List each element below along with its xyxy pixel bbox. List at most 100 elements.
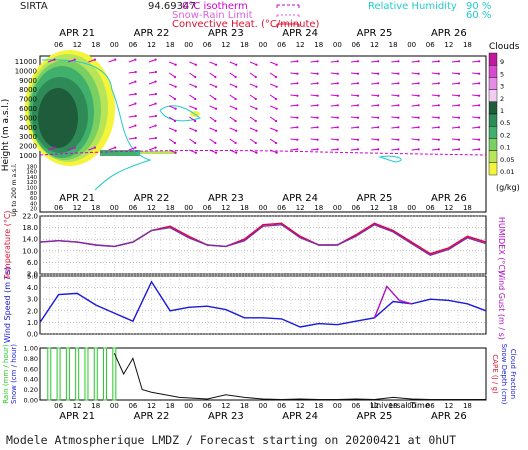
wind-arrow — [148, 81, 156, 85]
wind-arrow-head — [174, 129, 177, 132]
top-time-axis: APR 21 APR 22 APR 23 APR 24 APR 25 APR 26 06 12… — [54, 28, 472, 49]
wind-arrow-head — [154, 58, 157, 61]
cloud-y-tick: 4000 — [19, 124, 37, 132]
wind-arrow — [472, 60, 480, 63]
legend-conv-swatch — [276, 23, 300, 27]
mid-day-label: APR 24 — [282, 193, 318, 204]
wind-arrow — [229, 149, 237, 154]
wind-arrow-head — [194, 75, 197, 79]
top-day-label: APR 21 — [59, 28, 95, 39]
bottom-day-label: APR 26 — [431, 411, 467, 422]
wind-arrow — [310, 82, 318, 85]
mid-hour-label: 18 — [91, 204, 100, 212]
rain-bar — [112, 347, 117, 401]
wind-arrow-head — [154, 92, 158, 96]
y-tick-label: 2.0 — [27, 307, 38, 315]
wind-arrow — [269, 72, 277, 78]
wind-arrow — [391, 82, 399, 85]
mid-hour-label: 18 — [314, 204, 323, 212]
bottom-hour-label: 12 — [147, 402, 156, 410]
wind-arrow — [411, 82, 419, 85]
wind-arrow — [189, 127, 197, 132]
cloud-y-tick: 20 — [30, 207, 37, 213]
wind-arrow-head — [417, 138, 420, 141]
bottom-hour-label: 12 — [444, 402, 453, 410]
wind-arrow-head — [397, 116, 400, 119]
wind-arrow — [350, 148, 359, 151]
colorbar-swatch — [488, 52, 498, 66]
wind-arrow-head — [134, 114, 137, 118]
wind-arrow — [148, 93, 156, 96]
wind-arrow-head — [377, 126, 380, 129]
wind-ylabel: Wind Speed (m / s) — [3, 267, 12, 343]
wind-arrow — [310, 60, 318, 63]
cloud-y-tick: 6000 — [19, 105, 37, 113]
wind-arrow-head — [174, 151, 177, 154]
bottom-hour-label: 00 — [407, 402, 416, 410]
wind-arrow-head — [93, 58, 97, 61]
wind-arrow — [209, 116, 216, 122]
wind-arrow — [391, 72, 399, 75]
top-hour-label: 00 — [259, 41, 268, 49]
wind-arrow — [168, 138, 176, 144]
wind-arrow — [330, 126, 338, 129]
wind-arrow-head — [134, 92, 137, 96]
wind-arrow-head — [296, 72, 299, 75]
wind-arrow — [350, 60, 359, 63]
y-tick-label: 10.0 — [22, 247, 38, 255]
wind-arrow-head — [255, 151, 258, 154]
wind-arrow-head — [478, 148, 481, 151]
wind-arrow-head — [134, 146, 137, 149]
bottom-hour-label: 18 — [463, 402, 472, 410]
rain-bar — [93, 347, 98, 401]
wind-arrow — [350, 104, 359, 107]
wind-arrow-head — [174, 85, 177, 88]
top-hour-label: 00 — [333, 41, 342, 49]
wind-arrow-head — [397, 94, 400, 97]
colorbar-swatch — [488, 64, 498, 78]
bottom-hour-label: 06 — [426, 402, 435, 410]
temperature-ylabel: Temperature (°C) — [3, 210, 12, 280]
wind-arrow — [269, 94, 277, 100]
wind-arrow-head — [397, 138, 400, 141]
wind-arrow-head — [457, 126, 461, 129]
wind-arrow-head — [275, 107, 278, 110]
wind-arrow-head — [194, 119, 197, 123]
wind-arrow-head — [336, 138, 339, 141]
cape-label: CAPE (J / g) — [491, 354, 499, 394]
wind-arrow-head — [134, 136, 137, 140]
cloud-y-tick: 1000 — [19, 152, 37, 160]
wind-arrow-head — [194, 141, 197, 145]
wind-arrow-head — [316, 104, 319, 107]
wind-arrow-head — [275, 85, 278, 88]
bottom-hour-label: 06 — [54, 402, 63, 410]
top-hour-label: 12 — [370, 41, 379, 49]
wind-arrow — [270, 127, 277, 132]
wind-arrow-head — [437, 104, 440, 107]
wind-arrow — [451, 94, 460, 97]
wind-arrow-head — [214, 75, 217, 79]
top-day-label: APR 25 — [357, 28, 393, 39]
wind-arrow — [209, 127, 217, 132]
cloud-fraction-label: Cloud Fraction — [509, 349, 517, 399]
wind-arrow-head — [234, 141, 237, 145]
cloud-low-band-2 — [140, 151, 176, 154]
wind-arrow-head — [235, 63, 238, 66]
wind-arrow — [209, 72, 216, 78]
top-hour-label: 18 — [463, 41, 472, 49]
rain-bar — [103, 347, 108, 401]
wind-arrow — [310, 148, 318, 151]
wind-arrow-head — [235, 151, 238, 154]
top-day-label: APR 24 — [282, 28, 318, 39]
rain-bar — [47, 347, 52, 401]
wind-arrow — [350, 82, 359, 85]
wind-arrow — [128, 71, 136, 74]
wind-arrow-head — [214, 85, 218, 88]
wind-arrow-head — [114, 146, 117, 149]
wind-arrow — [229, 83, 237, 88]
wind-arrow-head — [437, 72, 440, 75]
wind-arrow-head — [254, 141, 257, 145]
top-hour-label: 18 — [166, 41, 175, 49]
